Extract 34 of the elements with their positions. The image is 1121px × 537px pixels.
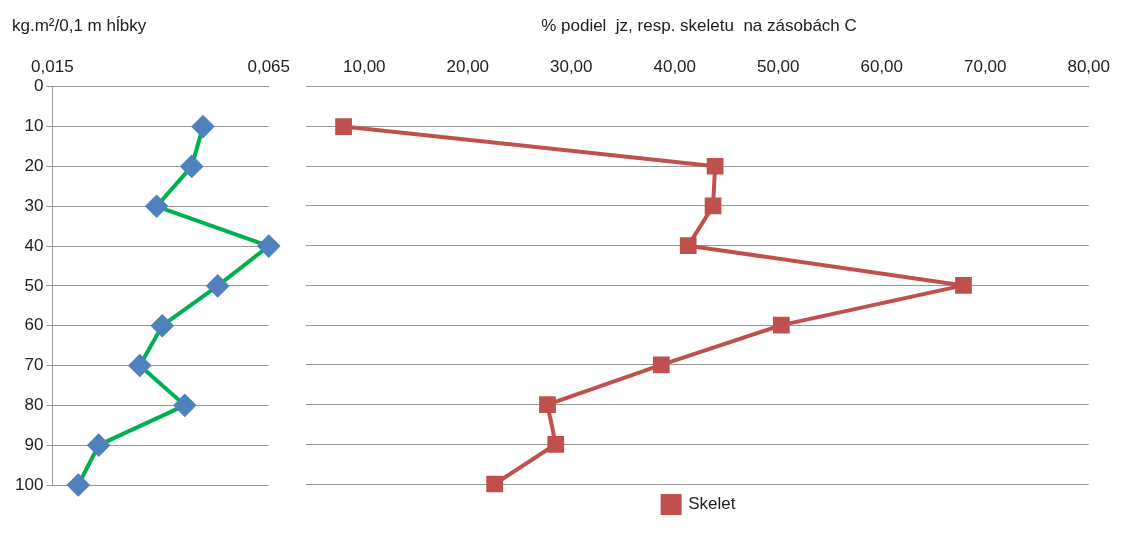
point (652, 356, 670, 374)
y-tick-label: 0 (33, 76, 44, 96)
y-tick-label: 50 (24, 275, 44, 295)
y-tick-label: 60 (24, 315, 44, 335)
x-tick-label: 10,00 (342, 57, 386, 77)
x-tick-label: 40,00 (653, 57, 697, 77)
point (704, 197, 722, 215)
x-tick-label: 30,00 (549, 57, 593, 77)
point (486, 475, 504, 493)
y-tick-label: 20 (24, 156, 44, 176)
x-tick-label: 70,00 (963, 57, 1007, 77)
y-tick-label: 100 (14, 474, 44, 494)
chart-title: kg.m²/0,1 m hĺbky (12, 15, 147, 35)
y-tick-label: 70 (24, 355, 44, 375)
point (335, 118, 352, 135)
point (679, 237, 697, 255)
x-tick-label: 50,00 (756, 57, 800, 77)
y-tick-label: 90 (24, 434, 44, 454)
chart-title: % podiel jz, resp. skeletu na zásobách C (541, 15, 857, 35)
y-tick-label: 80 (24, 395, 44, 415)
x-tick-label: 80,00 (1067, 57, 1110, 77)
x-tick-label: 0,015 (31, 57, 74, 77)
point (547, 435, 565, 453)
point (706, 157, 724, 175)
x-tick-label: 20,00 (446, 57, 490, 77)
point (772, 316, 790, 334)
legend-label: Skelet (688, 494, 736, 514)
x-tick-label: 60,00 (860, 57, 904, 77)
y-tick-label: 30 (24, 195, 44, 215)
y-tick-label: 10 (24, 116, 44, 136)
x-tick-label: 0,065 (247, 57, 290, 77)
point (955, 277, 972, 294)
point (539, 396, 556, 413)
y-tick-label: 40 (24, 235, 44, 255)
